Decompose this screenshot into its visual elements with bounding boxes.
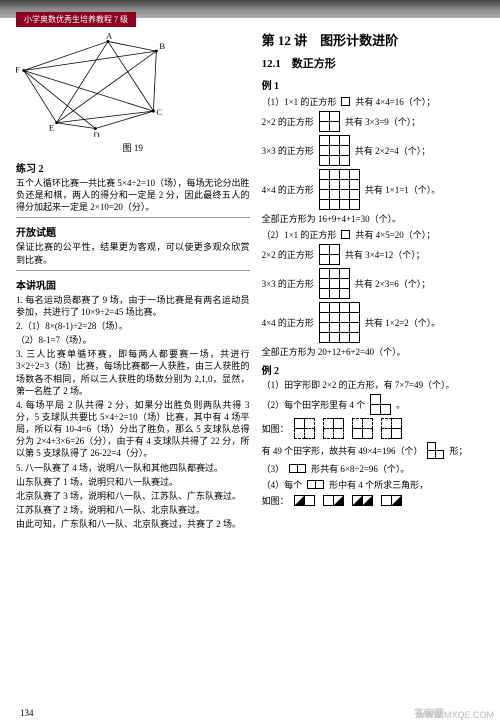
svg-text:A: A	[106, 32, 113, 41]
label: 有 49 个田字形，故共有 49×4=196（个）	[262, 444, 423, 457]
rect-2x1-icon	[307, 480, 324, 489]
page-number: 134	[20, 708, 34, 718]
chapter-title: 第 12 讲 图形计数进阶	[262, 30, 484, 49]
l-shape-icon	[427, 442, 444, 459]
dash-grid-icon	[381, 418, 402, 439]
rect-2x1-icon	[289, 464, 306, 473]
value: 共有 3×3=9（个）；	[345, 115, 420, 128]
tri-grid-icon	[323, 495, 344, 506]
para: 2.（1）8×(8-1)÷2=28（场）。	[16, 320, 250, 332]
svg-text:F: F	[16, 64, 20, 74]
tri-grid-icon	[381, 495, 402, 506]
value: 共有 2×2=4（个）；	[355, 144, 430, 157]
label: （2）每个田字形里有 4 个	[262, 398, 366, 411]
para: 北京队赛了 3 场，说明和八一队、江苏队、广东队赛过。	[16, 490, 250, 502]
label: 形中有 4 个所求三角形，	[329, 478, 428, 491]
row-4x4: 4×4 的正方形 共有 1×1=1（个）。	[262, 169, 484, 210]
grid-1x1-icon	[341, 230, 350, 239]
right-column: 第 12 讲 图形计数进阶 12.1 数正方形 例 1 （1）1×1 的正方形 …	[262, 26, 484, 532]
label: 3×3 的正方形	[262, 277, 314, 290]
row-2x2: 2×2 的正方形 共有 3×3=9（个）；	[262, 111, 484, 132]
label: 。	[396, 398, 405, 411]
label: 4×4 的正方形	[262, 316, 314, 329]
label: 2×2 的正方形	[262, 248, 314, 261]
para: 保证比赛的公平性，结果更为客观，可以使更多观众欣赏到比赛。	[16, 241, 250, 265]
row-4x4b: 4×4 的正方形 共有 1×2=2（个）。	[262, 302, 484, 343]
label: 4×4 的正方形	[262, 183, 314, 196]
label: 形；	[449, 444, 467, 457]
separator	[16, 270, 250, 271]
section-title: 12.1 数正方形	[262, 55, 484, 71]
ex2-figure-row: 如图：	[262, 418, 484, 439]
dash-grid-icon	[323, 418, 344, 439]
ex2-line4: （3） 形共有 6×8÷2=96（个）。	[262, 462, 484, 475]
label: 如图：	[262, 422, 289, 435]
grid-3x3-icon	[319, 268, 350, 299]
grid-2x2-icon	[319, 244, 340, 265]
value: 共有 1×2=2（个）。	[365, 316, 440, 329]
para: 山东队赛了 1 场，说明只和八一队赛过。	[16, 476, 250, 488]
value: 共有 3×4=12（个）；	[345, 248, 425, 261]
label: （1）1×1 的正方形	[262, 95, 337, 108]
total-2: 全部正方形为 20+12+6+2=40（个）。	[262, 346, 484, 358]
para: （2）8-1=7（场）。	[16, 334, 250, 346]
row-3x3b: 3×3 的正方形 共有 2×3=6（个）；	[262, 268, 484, 299]
value: 共有 1×1=1（个）。	[365, 183, 440, 196]
row-2x2b: 2×2 的正方形 共有 3×4=12（个）；	[262, 244, 484, 265]
para: 由此可知，广东队和八一队、北京队赛过，共赛了 2 场。	[16, 518, 250, 530]
svg-text:E: E	[49, 122, 54, 132]
grid-4x4-icon	[319, 169, 360, 210]
label: （3）	[262, 462, 285, 475]
label: 3×3 的正方形	[262, 144, 314, 157]
para: 五个人循环比赛一共比赛 5×4÷2=10（场），每场无论分出胜负还是和棋，两人的…	[16, 177, 250, 213]
left-column: A B C D E F 图 19 练习 2 五个人循环比赛一共比赛 5×4÷2=10（场）…	[16, 26, 250, 532]
grid-1x1-icon	[341, 97, 350, 106]
dash-grid-icon	[352, 418, 373, 439]
grid-4x4-icon	[319, 302, 360, 343]
svg-text:D: D	[93, 130, 99, 137]
ex2-line2: （2）每个田字形里有 4 个 。	[262, 394, 484, 415]
label: （4）每个	[262, 478, 303, 491]
tri-grid-icon	[352, 495, 373, 506]
para: 4. 每场平局 2 队共得 2 分，如果分出胜负则两队共得 3 分，5 支球队共…	[16, 399, 250, 460]
para: 3. 三人比赛单循环赛，即每两人都要赛一场，共进行 3×2÷2=3（场）比赛，每…	[16, 348, 250, 397]
svg-text:C: C	[156, 107, 162, 117]
label: 2×2 的正方形	[262, 115, 314, 128]
grid-3x3-icon	[319, 135, 350, 166]
row-3x3: 3×3 的正方形 共有 2×2=4（个）；	[262, 135, 484, 166]
ex2-line1: （1）田字形即 2×2 的正方形，有 7×7=49（个）。	[262, 379, 484, 391]
grid-2x2-icon	[319, 111, 340, 132]
figure-19-graph: A B C D E F	[16, 32, 166, 137]
label: 形共有 6×8÷2=96（个）。	[311, 462, 409, 475]
section-consolidation: 本讲巩固	[16, 277, 250, 292]
row-1x1: （1）1×1 的正方形 共有 4×4=16（个）；	[262, 95, 484, 108]
para: 江苏队赛了 2 场，说明和八一队、北京队赛过。	[16, 504, 250, 516]
value: 共有 4×5=20（个）；	[355, 228, 435, 241]
tri-grid-icon	[294, 495, 315, 506]
section-practice-2: 练习 2	[16, 160, 250, 175]
value: 共有 2×3=6（个）；	[355, 277, 430, 290]
ex2-line3: 有 49 个田字形，故共有 49×4=196（个） 形；	[262, 442, 484, 459]
label: （2）1×1 的正方形	[262, 228, 337, 241]
example-1-title: 例 1	[262, 77, 484, 92]
ex2-figure-row-2: 如图：	[262, 494, 484, 507]
watermark-url: WWW.MXQE.COM	[417, 710, 495, 720]
example-2-title: 例 2	[262, 362, 484, 377]
section-open-problem: 开放试题	[16, 224, 250, 239]
l-shape-icon	[370, 394, 391, 415]
header-strip: 小学奥数优秀生培养教程 7 级	[16, 12, 136, 27]
total-1: 全部正方形为 16+9+4+1=30（个）。	[262, 213, 484, 225]
dash-grid-icon	[294, 418, 315, 439]
value: 共有 4×4=16（个）；	[355, 95, 435, 108]
ex2-line5: （4）每个 形中有 4 个所求三角形，	[262, 478, 484, 491]
para: 5. 八一队赛了 4 场，说明八一队和其他四队都赛过。	[16, 462, 250, 474]
row-1x1b: （2）1×1 的正方形 共有 4×5=20（个）；	[262, 228, 484, 241]
separator	[16, 217, 250, 218]
label: 如图：	[262, 494, 289, 507]
figure-caption: 图 19	[16, 141, 250, 154]
svg-text:B: B	[159, 41, 165, 51]
para: 1. 每名运动员都赛了 9 场，由于一场比赛是有两名运动员参加，共进行了 10×…	[16, 294, 250, 318]
